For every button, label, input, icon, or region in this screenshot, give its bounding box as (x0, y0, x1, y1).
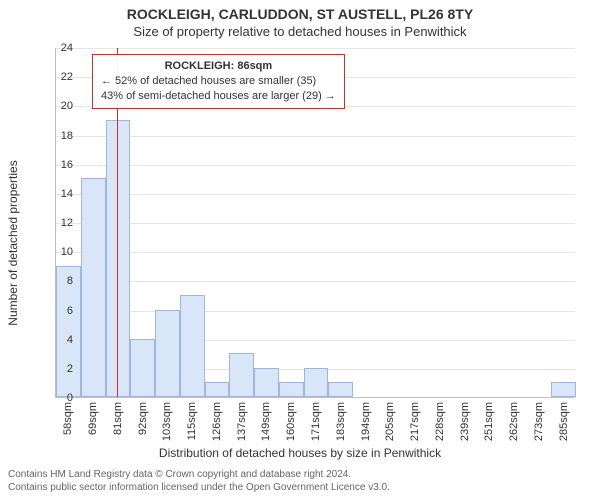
x-tick-label: 251sqm (483, 402, 495, 441)
y-axis-label-text: Number of detached properties (6, 160, 20, 325)
histogram-bar (551, 382, 576, 397)
y-tick-label: 18 (43, 130, 73, 142)
x-tick-label: 126sqm (211, 402, 223, 441)
x-tick-label: 262sqm (508, 402, 520, 441)
histogram-bar (205, 382, 230, 397)
gridline (56, 311, 575, 312)
x-tick-label: 183sqm (335, 402, 347, 441)
x-tick-label: 285sqm (558, 402, 570, 441)
chart-title-sub: Size of property relative to detached ho… (0, 24, 600, 39)
gridline (56, 194, 575, 195)
gridline (56, 223, 575, 224)
footer-line1: Contains HM Land Registry data © Crown c… (8, 469, 592, 482)
histogram-bar (81, 178, 106, 397)
x-tick-label: 194sqm (360, 402, 372, 441)
histogram-bar (229, 353, 254, 397)
gridline (56, 165, 575, 166)
x-tick-label: 81sqm (112, 402, 124, 435)
y-tick-label: 24 (43, 42, 73, 54)
y-tick-label: 14 (43, 188, 73, 200)
histogram-bar (180, 295, 205, 397)
gridline (56, 48, 575, 49)
x-tick-label: 171sqm (310, 402, 322, 441)
plot-area: ROCKLEIGH: 86sqm ← 52% of detached house… (55, 48, 575, 398)
y-tick-label: 20 (43, 100, 73, 112)
x-tick-label: 92sqm (137, 402, 149, 435)
x-tick-label: 137sqm (236, 402, 248, 441)
histogram-bar (130, 339, 155, 397)
x-tick-label: 160sqm (285, 402, 297, 441)
marker-info-box: ROCKLEIGH: 86sqm ← 52% of detached house… (92, 54, 345, 109)
y-tick-label: 6 (43, 305, 73, 317)
x-tick-label: 149sqm (260, 402, 272, 441)
histogram-bar (279, 382, 304, 397)
y-tick-label: 10 (43, 246, 73, 258)
footer-line2: Contains public sector information licen… (8, 482, 592, 495)
x-tick-label: 115sqm (186, 402, 198, 440)
x-tick-label: 58sqm (62, 402, 74, 435)
histogram-bar (254, 368, 279, 397)
info-box-header: ROCKLEIGH: 86sqm (101, 59, 336, 74)
y-tick-label: 12 (43, 217, 73, 229)
info-box-line2: 43% of semi-detached houses are larger (… (101, 89, 336, 104)
info-box-line1: ← 52% of detached houses are smaller (35… (101, 74, 336, 89)
chart-footer: Contains HM Land Registry data © Crown c… (8, 469, 592, 494)
y-tick-label: 16 (43, 159, 73, 171)
y-tick-label: 8 (43, 275, 73, 287)
histogram-bar (328, 382, 353, 397)
x-axis-label: Distribution of detached houses by size … (0, 446, 600, 460)
y-tick-label: 4 (43, 334, 73, 346)
x-tick-label: 228sqm (434, 402, 446, 441)
x-tick-label: 103sqm (161, 402, 173, 441)
gridline (56, 136, 575, 137)
x-tick-label: 273sqm (533, 402, 545, 441)
x-tick-label: 217sqm (409, 402, 421, 441)
histogram-bar (304, 368, 329, 397)
y-tick-label: 2 (43, 363, 73, 375)
x-tick-label: 239sqm (459, 402, 471, 441)
chart-title-main: ROCKLEIGH, CARLUDDON, ST AUSTELL, PL26 8… (0, 6, 600, 22)
gridline (56, 252, 575, 253)
x-tick-label: 69sqm (87, 402, 99, 435)
histogram-bar (106, 120, 131, 397)
histogram-chart: ROCKLEIGH, CARLUDDON, ST AUSTELL, PL26 8… (0, 0, 600, 500)
gridline (56, 281, 575, 282)
y-tick-label: 22 (43, 71, 73, 83)
x-tick-label: 205sqm (384, 402, 396, 441)
histogram-bar (155, 310, 180, 398)
